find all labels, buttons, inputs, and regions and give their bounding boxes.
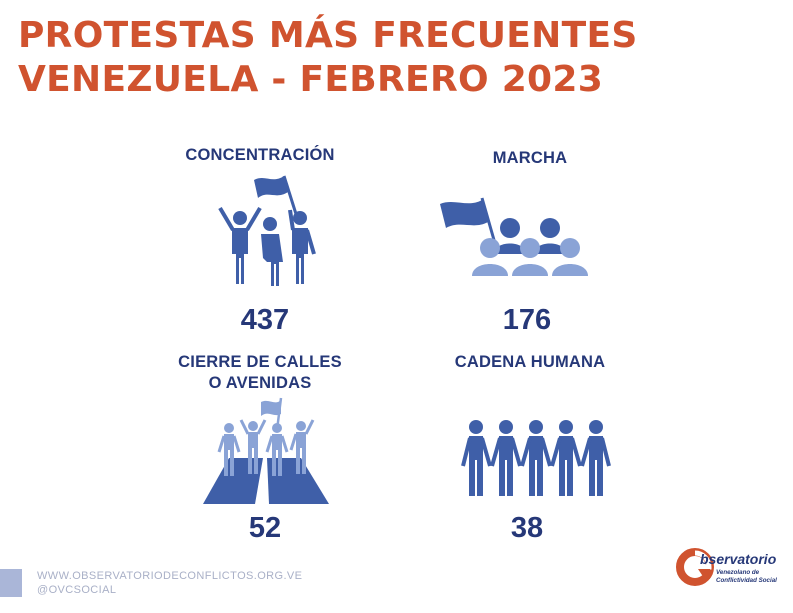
social-handle[interactable]: @OVCSOCIAL xyxy=(37,584,117,596)
observatory-logo: bservatorio Venezolano de Conflictividad… xyxy=(676,543,786,593)
logo-mark-icon xyxy=(676,548,714,586)
street-closure-icon xyxy=(203,397,329,504)
page-title: PROTESTAS MÁS FRECUENTES VENEZUELA - FEB… xyxy=(18,14,638,102)
march-label: MARCHA xyxy=(492,149,568,167)
human-chain-value: 38 xyxy=(510,512,544,544)
march-icon xyxy=(440,197,588,276)
concentration-icon xyxy=(218,175,316,286)
concentration-value: 437 xyxy=(240,304,290,336)
title-line-1: PROTESTAS MÁS FRECUENTES xyxy=(18,15,638,56)
street-closure-value: 52 xyxy=(248,512,282,544)
logo-subtitle-2: Conflictividad Social xyxy=(716,577,777,584)
title-line-2: VENEZUELA - FEBRERO 2023 xyxy=(18,59,604,100)
footer-accent xyxy=(0,569,22,597)
march-value: 176 xyxy=(502,304,552,336)
footer-links: WWW.OBSERVATORIODECONFLICTOS.ORG.VE @OVC… xyxy=(37,569,302,597)
logo-word: bservatorio xyxy=(700,551,777,567)
website-link[interactable]: WWW.OBSERVATORIODECONFLICTOS.ORG.VE xyxy=(37,570,303,582)
human-chain-icon xyxy=(461,420,611,496)
street-closure-label: CIERRE DE CALLES O AVENIDAS xyxy=(178,353,342,392)
human-chain-label: CADENA HUMANA xyxy=(454,353,606,371)
concentration-label: CONCENTRACIÓN xyxy=(185,146,335,164)
logo-subtitle-1: Venezolano de xyxy=(716,569,760,576)
